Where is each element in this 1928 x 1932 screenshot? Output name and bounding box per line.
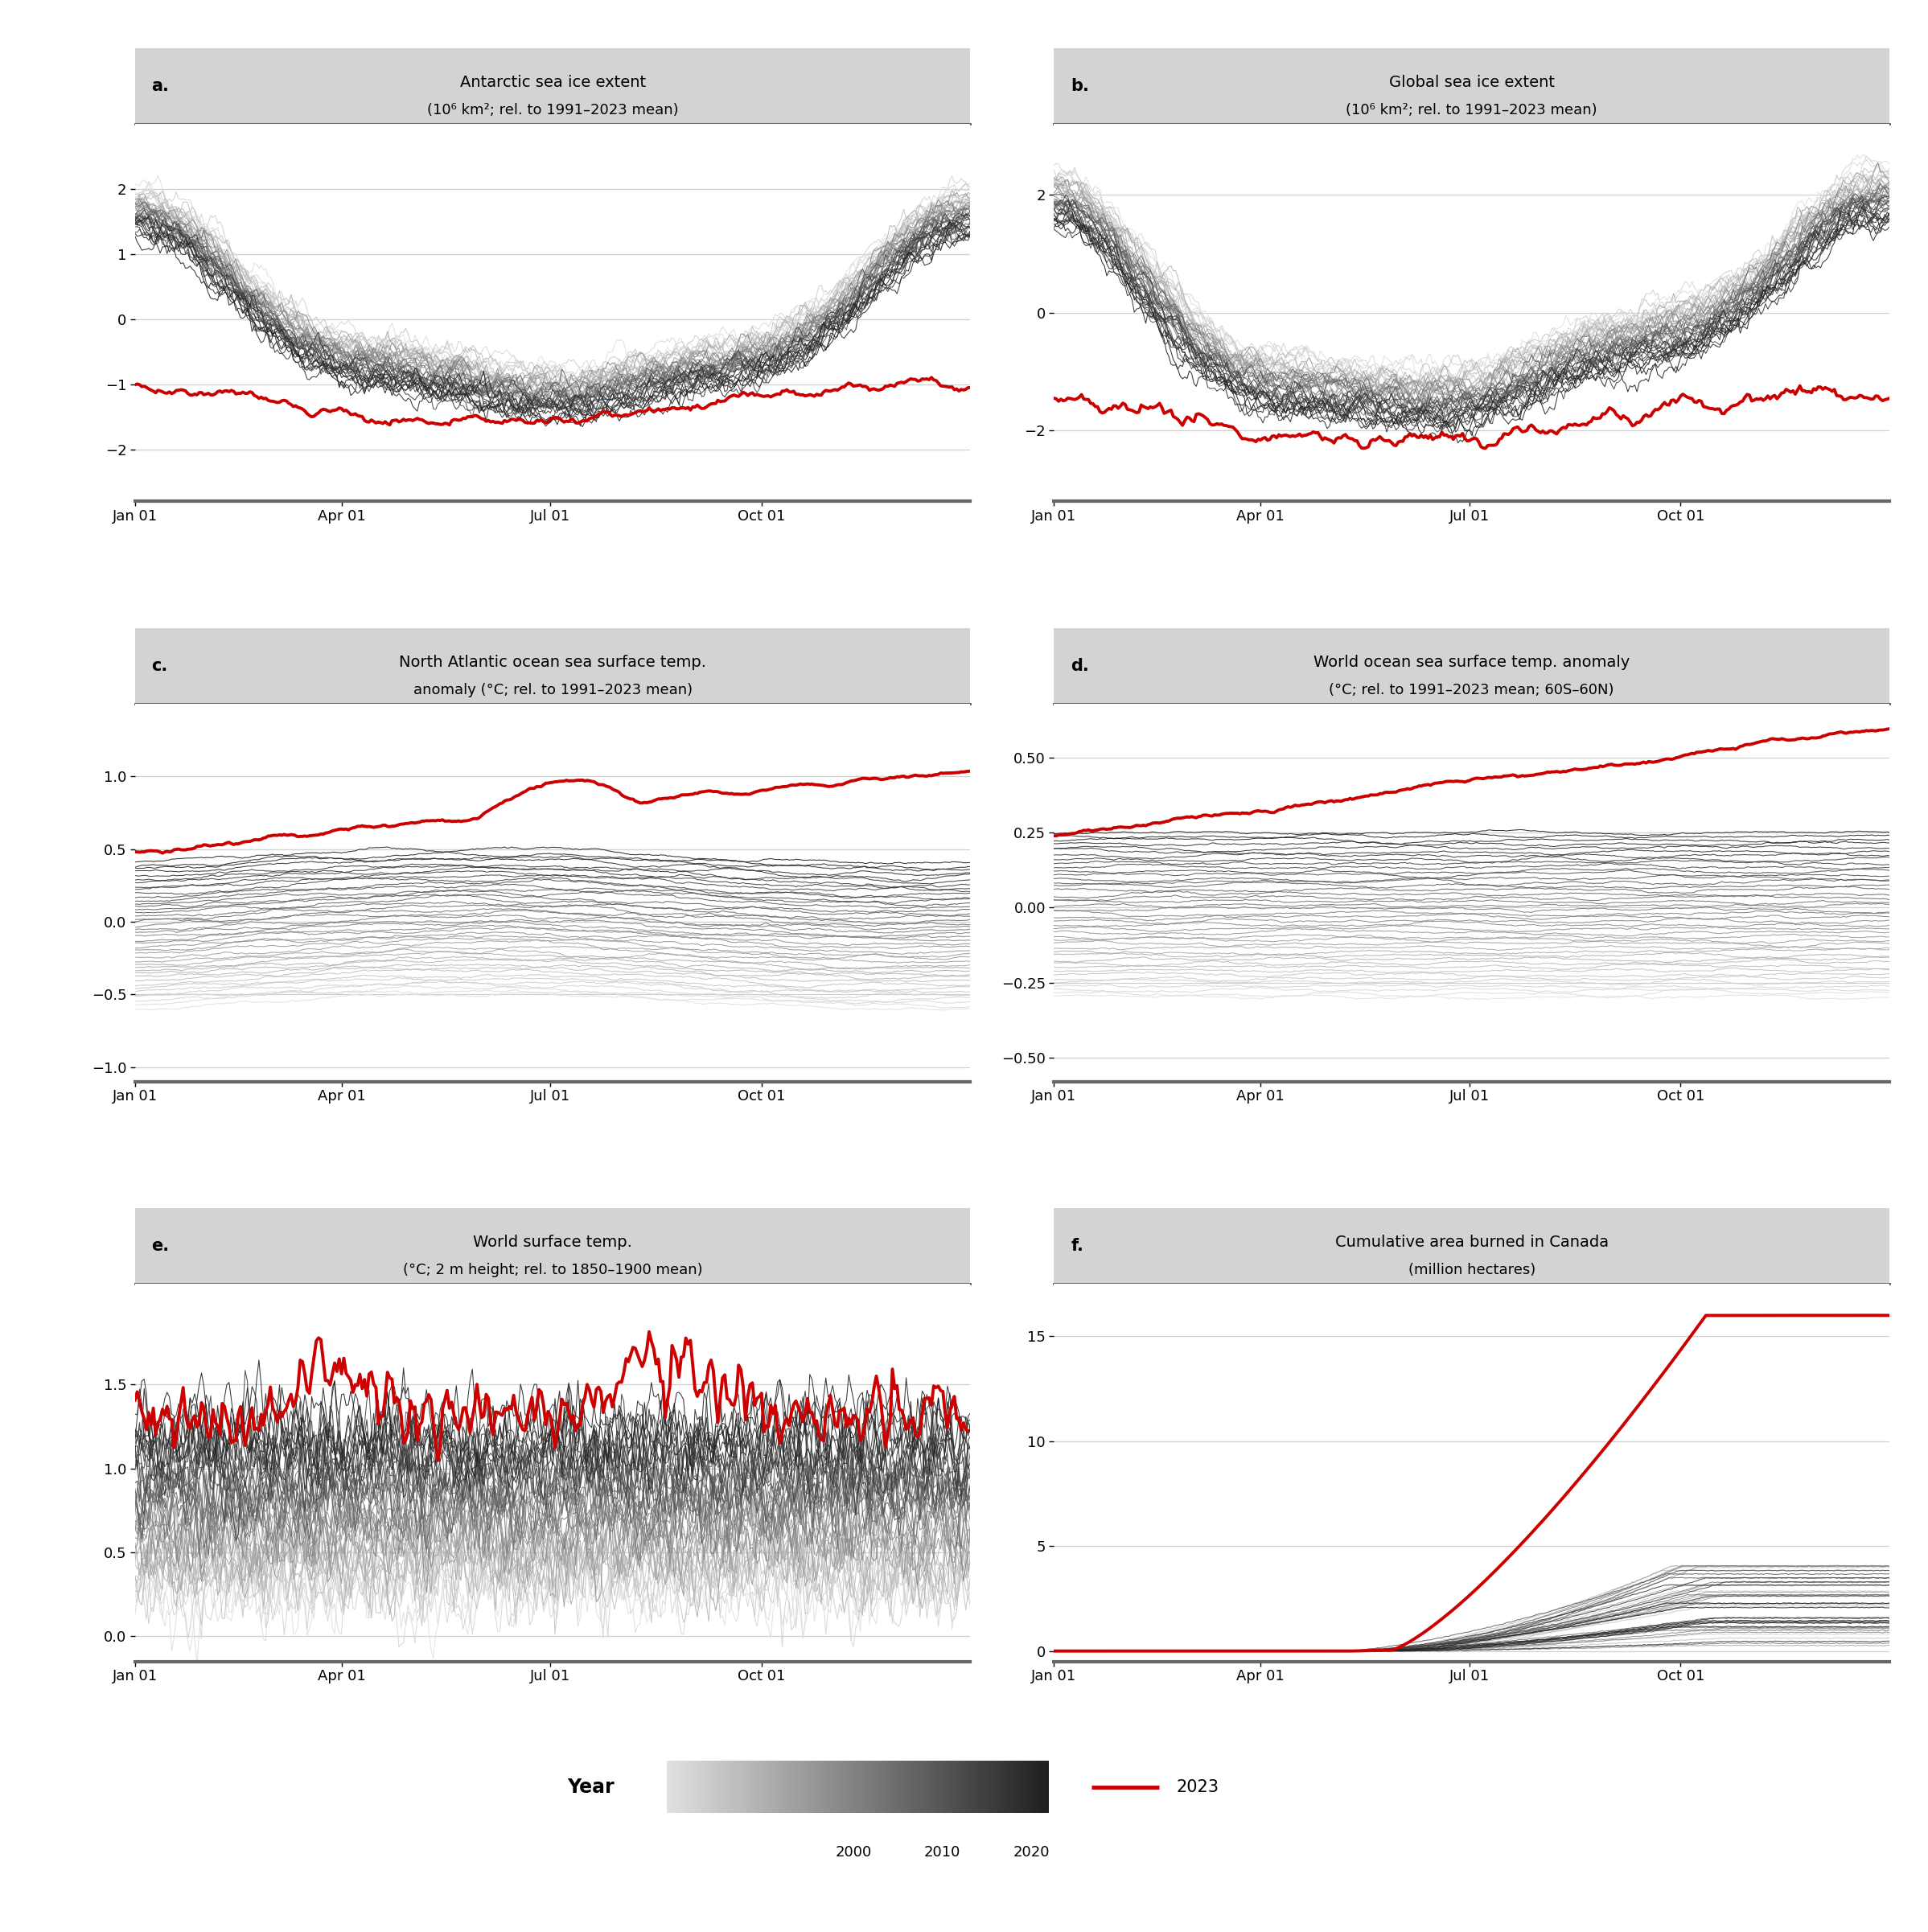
Text: a.: a. bbox=[152, 77, 170, 95]
Text: d.: d. bbox=[1070, 659, 1089, 674]
Text: Antarctic sea ice extent: Antarctic sea ice extent bbox=[459, 75, 646, 91]
Text: Cumulative area burned in Canada: Cumulative area burned in Canada bbox=[1334, 1235, 1608, 1250]
Text: 2000: 2000 bbox=[835, 1845, 871, 1859]
Text: f.: f. bbox=[1070, 1238, 1084, 1254]
Text: b.: b. bbox=[1070, 77, 1089, 95]
Text: 2023: 2023 bbox=[1176, 1779, 1218, 1795]
Text: (°C; rel. to 1991–2023 mean; 60S–60N): (°C; rel. to 1991–2023 mean; 60S–60N) bbox=[1328, 684, 1614, 697]
Text: 2010: 2010 bbox=[924, 1845, 960, 1859]
Text: c.: c. bbox=[152, 659, 168, 674]
Text: (°C; 2 m height; rel. to 1850–1900 mean): (°C; 2 m height; rel. to 1850–1900 mean) bbox=[403, 1264, 702, 1277]
Text: 2020: 2020 bbox=[1012, 1845, 1049, 1859]
Text: (million hectares): (million hectares) bbox=[1407, 1264, 1535, 1277]
Text: North Atlantic ocean sea surface temp.: North Atlantic ocean sea surface temp. bbox=[399, 655, 706, 670]
Text: (10⁶ km²; rel. to 1991–2023 mean): (10⁶ km²; rel. to 1991–2023 mean) bbox=[426, 102, 679, 118]
Text: anomaly (°C; rel. to 1991–2023 mean): anomaly (°C; rel. to 1991–2023 mean) bbox=[413, 684, 692, 697]
Text: (10⁶ km²; rel. to 1991–2023 mean): (10⁶ km²; rel. to 1991–2023 mean) bbox=[1346, 102, 1598, 118]
Text: World surface temp.: World surface temp. bbox=[472, 1235, 632, 1250]
Text: e.: e. bbox=[152, 1238, 170, 1254]
Text: Global sea ice extent: Global sea ice extent bbox=[1388, 75, 1554, 91]
Text: Year: Year bbox=[567, 1777, 615, 1797]
Text: World ocean sea surface temp. anomaly: World ocean sea surface temp. anomaly bbox=[1313, 655, 1629, 670]
